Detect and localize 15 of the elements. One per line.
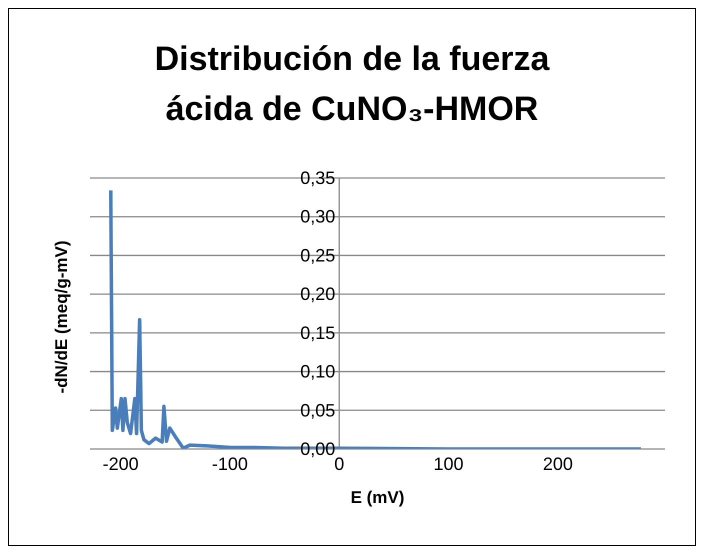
x-tick-label: -200 [102, 454, 139, 474]
x-tick-label: 0 [334, 454, 344, 474]
chart-title: Distribución de la fuerza ácida de CuNO₃-HMOR [154, 39, 551, 130]
x-tick-label: 200 [542, 454, 573, 474]
y-tick-label: 0,20 [300, 284, 336, 304]
y-tick-label: 0,15 [300, 322, 336, 343]
y-axis-title: -dN/dE (meq/g-mV) [52, 240, 72, 394]
x-axis-title: E (mV) [350, 488, 404, 508]
x-tick-label: 100 [434, 454, 464, 474]
y-tick-label: 0,35 [300, 168, 336, 188]
y-tick-label: 0,10 [300, 362, 336, 382]
y-tick-label: 0,05 [300, 400, 336, 420]
y-tick-label: 0,30 [300, 206, 336, 227]
x-tick-label: -100 [212, 454, 248, 474]
y-tick-label: 0,25 [300, 245, 336, 266]
